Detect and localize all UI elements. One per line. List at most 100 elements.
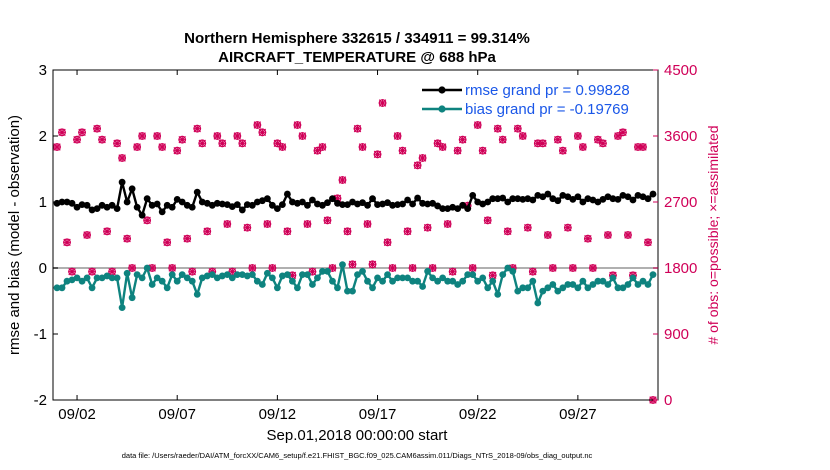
rmse-grand-point bbox=[509, 195, 517, 203]
bias-grand-point bbox=[419, 283, 427, 290]
bias-grand-point bbox=[233, 271, 241, 278]
obs-assimilated-point bbox=[413, 161, 422, 170]
obs-assimilated-point bbox=[238, 139, 247, 148]
bias-grand-point bbox=[519, 284, 527, 292]
rmse-grand-point bbox=[153, 200, 161, 208]
obs-assimilated-point bbox=[203, 227, 212, 236]
rmse-grand-point bbox=[243, 201, 251, 209]
bias-grand-point bbox=[173, 277, 181, 285]
y2-tick-label: 2700 bbox=[664, 194, 697, 211]
rmse-grand-point bbox=[419, 199, 427, 207]
obs-assimilated-point bbox=[503, 227, 512, 236]
bias-grand-point bbox=[539, 287, 547, 295]
y-axis-label: rmse and bias (model - observation) bbox=[6, 115, 23, 355]
obs-assimilated-point bbox=[604, 231, 612, 239]
rmse-grand-point bbox=[649, 190, 657, 198]
obs-assimilated-point bbox=[549, 264, 557, 272]
obs-assimilated-point bbox=[173, 146, 182, 155]
bias-grand-point bbox=[319, 267, 326, 275]
rmse-grand-point bbox=[158, 208, 166, 216]
obs-assimilated-point bbox=[108, 267, 116, 276]
rmse-grand-point bbox=[569, 195, 577, 203]
obs-assimilated-point bbox=[383, 238, 392, 247]
bias-grand-point bbox=[344, 287, 351, 295]
bias-grand-point bbox=[93, 274, 101, 282]
obs-assimilated-point bbox=[288, 271, 297, 280]
bias-grand-point bbox=[474, 277, 482, 285]
legend: rmse grand pr = 0.99828 bias grand pr = … bbox=[418, 79, 656, 119]
obs-assimilated-point bbox=[493, 124, 502, 133]
bias-grand-point bbox=[334, 284, 341, 292]
rmse-grand-point bbox=[599, 195, 607, 203]
obs-assimilated-point bbox=[298, 132, 307, 140]
y-tick-label: -1 bbox=[34, 326, 47, 343]
bias-grand-point bbox=[354, 271, 361, 278]
footer-file-path: data file: /Users/raeder/DAI/ATM_forcXX/… bbox=[122, 451, 593, 460]
rmse-grand-point bbox=[544, 190, 552, 198]
rmse-grand-point bbox=[73, 203, 81, 211]
bias-grand-point bbox=[299, 271, 306, 278]
bias-grand-point bbox=[158, 277, 166, 285]
bias-grand-point bbox=[58, 284, 66, 292]
rmse-grand-point bbox=[499, 194, 507, 202]
rmse-grand-point bbox=[454, 205, 462, 213]
rmse-grand-point bbox=[344, 201, 351, 209]
bias-grand-point bbox=[504, 264, 512, 272]
bias-grand-point bbox=[253, 277, 261, 285]
y2-tick-label: 0 bbox=[664, 392, 672, 409]
rmse-grand-point bbox=[464, 205, 472, 213]
obs-assimilated-point bbox=[523, 223, 532, 232]
plot-area bbox=[53, 70, 658, 400]
rmse-grand-point bbox=[93, 205, 101, 213]
bias-grand-point bbox=[193, 291, 201, 298]
obs-assimilated-point bbox=[403, 227, 412, 236]
axis-layer: 09/02 09/07 09/12 09/17 09/22 09/27 -2 -1 0 1 2 3 0 9… bbox=[34, 62, 698, 423]
bias-grand-point bbox=[113, 274, 121, 282]
rmse-grand-point bbox=[539, 193, 547, 201]
obs-assimilated-point bbox=[258, 128, 267, 137]
rmse-grand-point bbox=[554, 197, 562, 205]
bias-grand-point bbox=[314, 274, 321, 282]
bias-grand-point bbox=[544, 284, 552, 292]
obs-assimilated-point bbox=[353, 124, 362, 133]
rmse-grand-point bbox=[529, 196, 537, 204]
obs-assimilated-point bbox=[323, 216, 332, 225]
bias-grand-point bbox=[329, 277, 336, 285]
bias-grand-point bbox=[374, 274, 381, 282]
obs-assimilated-point bbox=[113, 139, 121, 148]
rmse-grand-point bbox=[624, 193, 632, 201]
rmse-grand-point bbox=[629, 196, 637, 204]
obs-assimilated-point bbox=[273, 139, 282, 148]
obs-assimilated-point bbox=[253, 121, 262, 129]
bias-grand-point bbox=[183, 274, 191, 282]
obs-assimilated-point bbox=[168, 264, 176, 272]
obs-assimilated-point bbox=[513, 124, 522, 133]
obs-assimilated-point bbox=[589, 264, 597, 272]
bias-grand-point bbox=[163, 284, 171, 292]
bias-grand-point bbox=[268, 274, 276, 282]
rmse-grand-point bbox=[324, 199, 331, 207]
obs-assimilated-point bbox=[213, 132, 222, 140]
legend-rmse-text: rmse grand pr = 0.99828 bbox=[465, 82, 630, 99]
bias-grand-point bbox=[404, 274, 411, 282]
bias-grand-point bbox=[454, 281, 462, 288]
obs-assimilated-point bbox=[123, 234, 131, 243]
rmse-grand-point bbox=[309, 196, 316, 204]
obs-assimilated-point bbox=[193, 124, 202, 133]
bias-grand-point bbox=[529, 277, 537, 285]
rmse-grand-point bbox=[519, 195, 527, 203]
bias-grand-point bbox=[228, 274, 236, 282]
chart-title: Northern Hemisphere 332615 / 334911 = 99… bbox=[184, 30, 530, 47]
rmse-grand-point bbox=[484, 198, 492, 206]
bias-grand-point bbox=[604, 281, 612, 288]
obs-assimilated-point bbox=[373, 150, 382, 159]
legend-bias-text: bias grand pr = -0.19769 bbox=[465, 101, 629, 118]
bias-grand-point bbox=[449, 277, 457, 285]
obs-assimilated-point bbox=[498, 135, 507, 144]
obs-assimilated-point bbox=[243, 223, 252, 232]
rmse-grand-point bbox=[364, 201, 371, 209]
bias-grand-point bbox=[369, 284, 376, 292]
obs-assimilated-point bbox=[564, 223, 572, 232]
y-tick-label: 2 bbox=[39, 128, 47, 145]
